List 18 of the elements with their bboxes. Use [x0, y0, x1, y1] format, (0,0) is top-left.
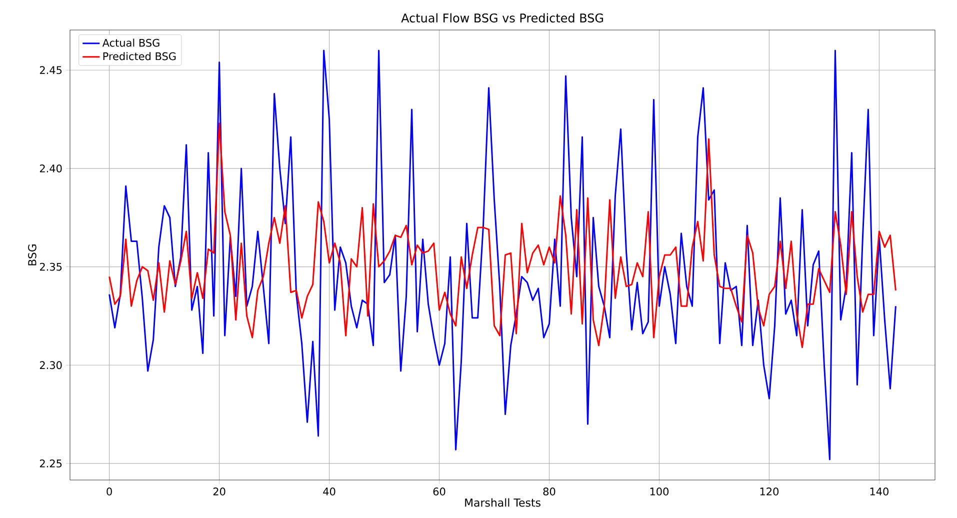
x-tick-label: 80 — [543, 488, 556, 496]
y-tick-label: 2.35 — [40, 262, 62, 271]
chart-title: Actual Flow BSG vs Predicted BSG — [401, 13, 603, 22]
x-tick-label: 40 — [323, 488, 336, 496]
y-tick-label: 2.40 — [40, 164, 62, 172]
legend-label: Predicted BSG — [103, 52, 176, 60]
x-tick-label: 140 — [870, 488, 888, 496]
x-tick-label: 20 — [213, 488, 226, 496]
y-tick-label: 2.25 — [40, 460, 62, 468]
y-tick-label: 2.30 — [40, 361, 62, 370]
x-tick-label: 100 — [650, 488, 669, 496]
legend-label: Actual BSG — [102, 38, 160, 47]
y-tick-label: 2.45 — [40, 66, 62, 74]
x-tick-label: 120 — [760, 488, 778, 496]
y-axis-title: BSG — [28, 244, 36, 266]
x-tick-label: 60 — [433, 488, 446, 496]
x-tick-label: 0 — [106, 488, 112, 496]
x-axis-title: Marshall Tests — [465, 498, 540, 507]
